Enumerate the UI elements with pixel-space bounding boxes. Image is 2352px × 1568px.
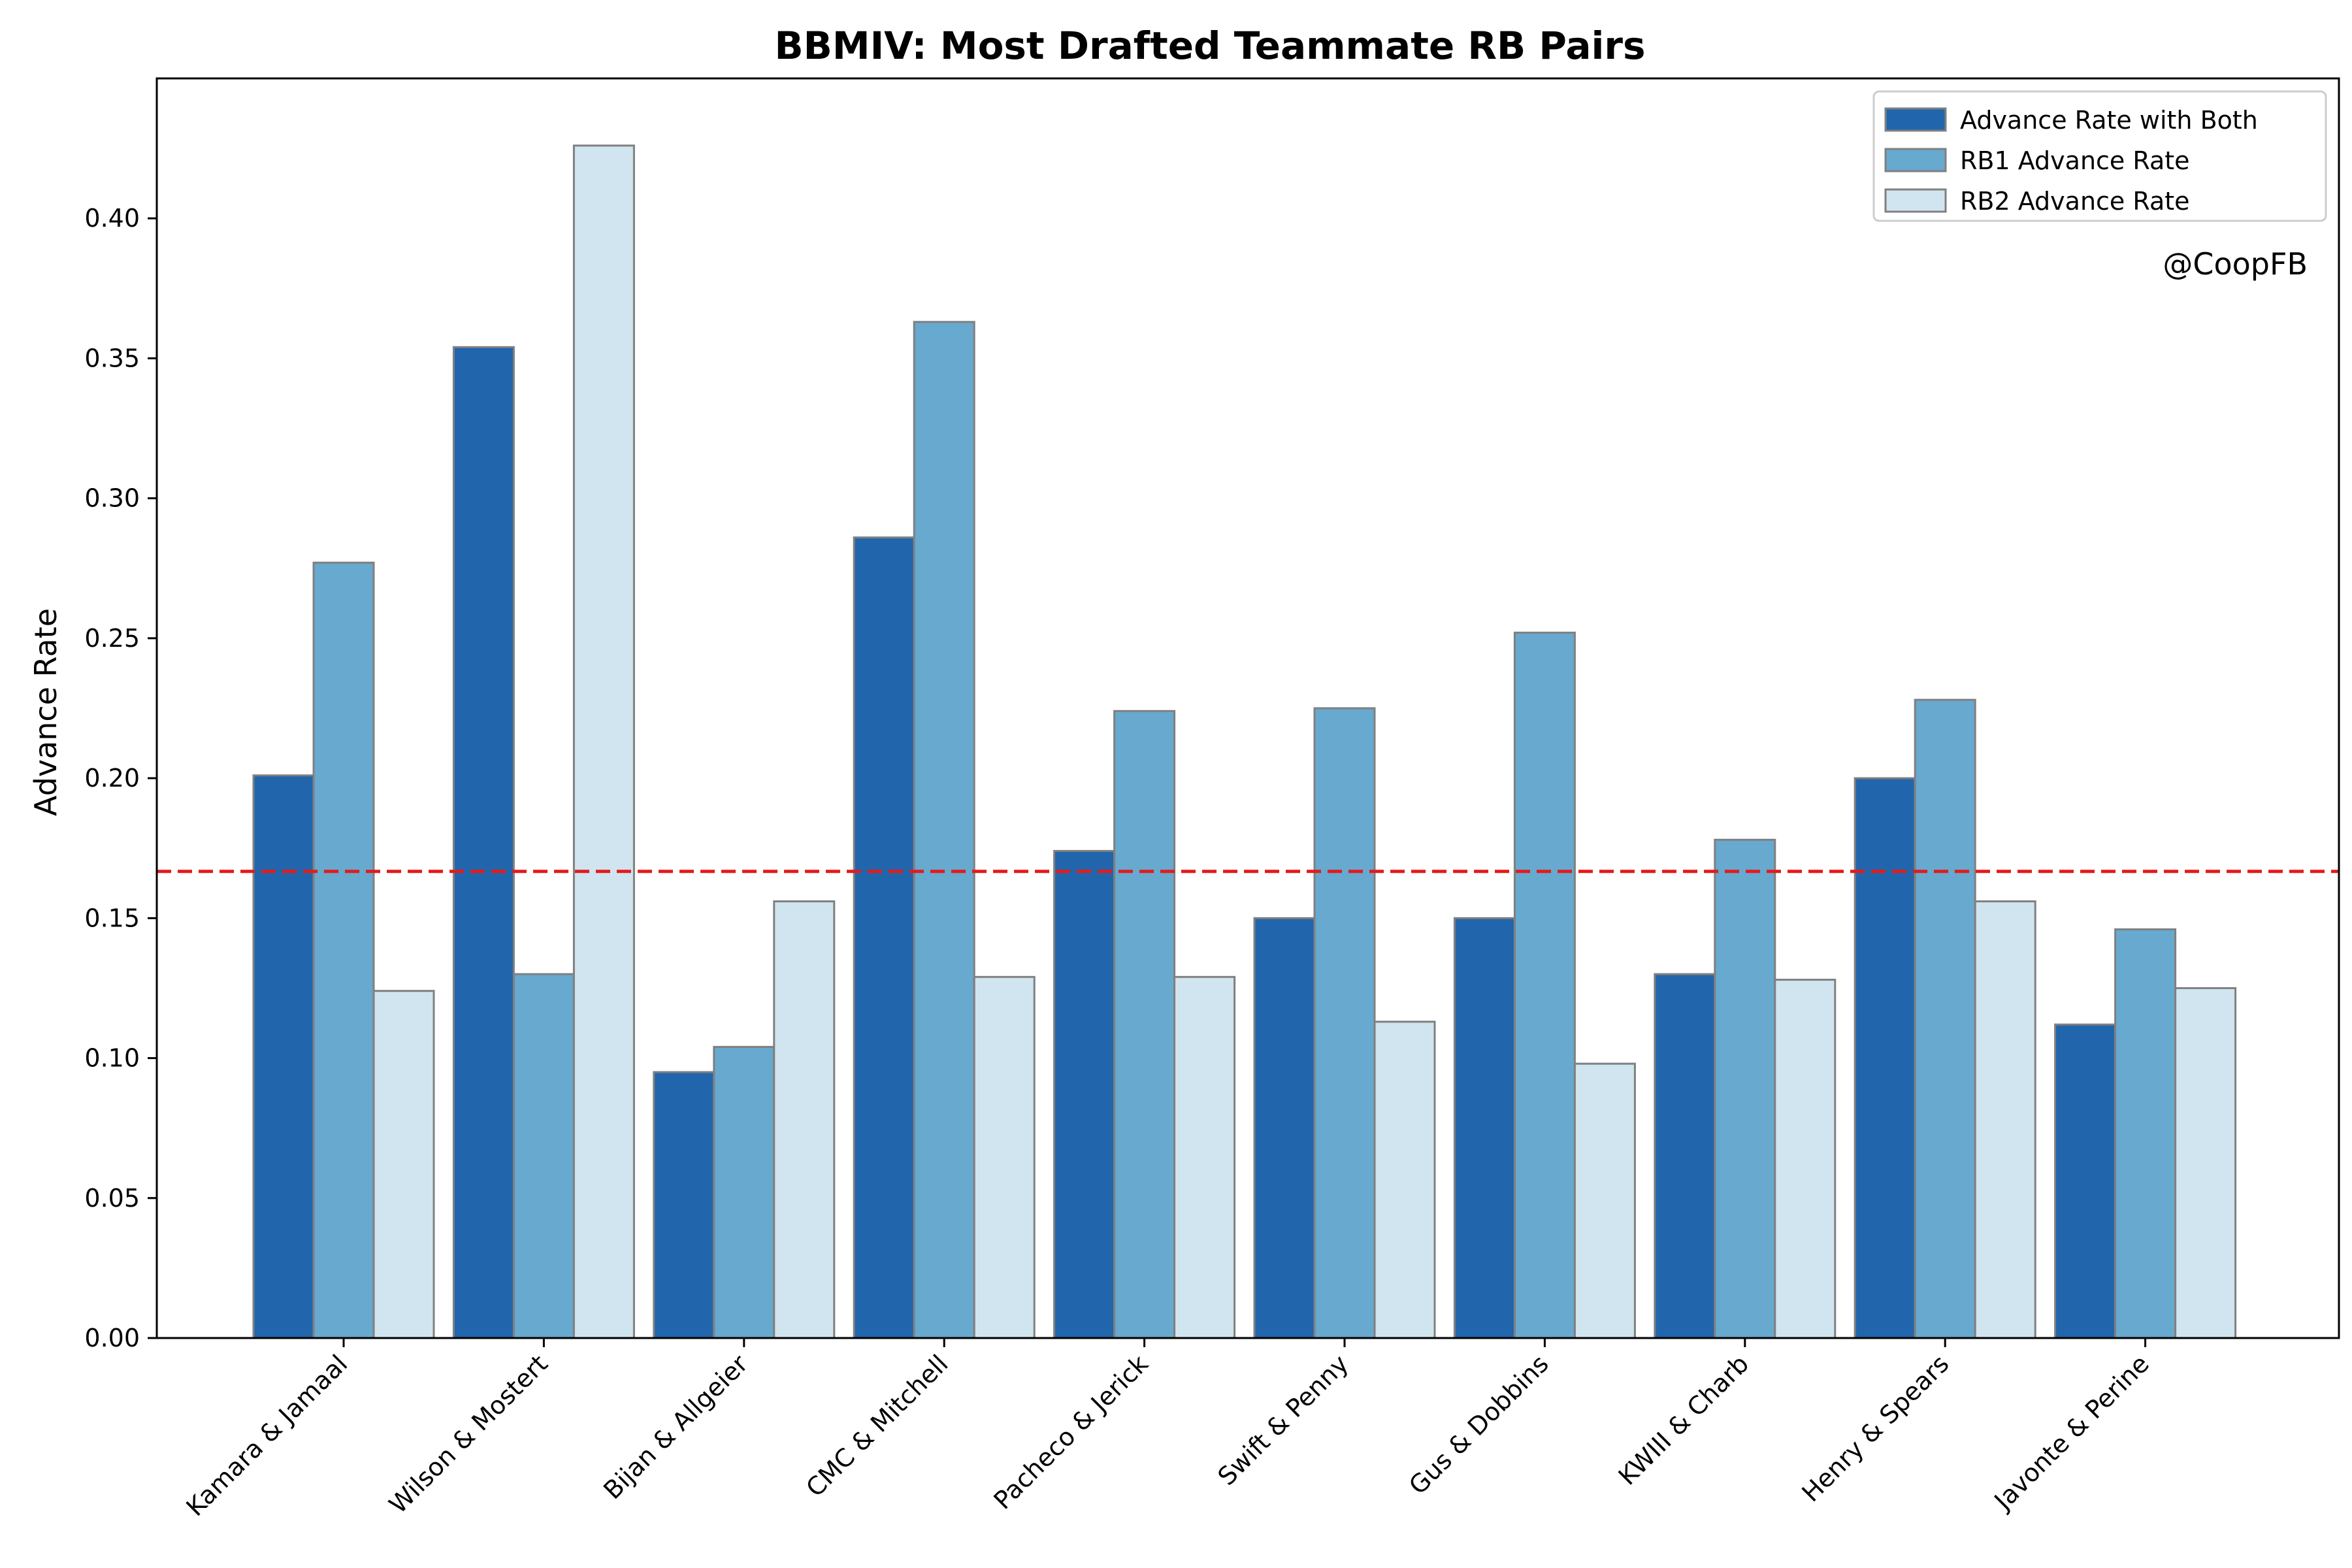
bar-1-7 bbox=[1453, 917, 1516, 1339]
y-tick-label-8: 0.35 bbox=[84, 344, 140, 372]
x-tick-label-4: CMC & Mitchell bbox=[800, 1349, 953, 1502]
x-tick-label-7: Gus & Dobbins bbox=[1403, 1349, 1554, 1500]
x-ticks-group: Kamara & Jamaal Wilson & Mostert Bijan & A… bbox=[180, 1338, 2155, 1522]
bar-1-5 bbox=[1053, 850, 1116, 1339]
chart-title: BBMIV: Most Drafted Teammate RB Pairs bbox=[774, 24, 1645, 68]
x-tick-label-9: Henry & Spears bbox=[1797, 1349, 1955, 1507]
bar-1-4 bbox=[853, 536, 915, 1339]
bar-2-6 bbox=[1313, 707, 1376, 1339]
bar-1-10 bbox=[2054, 1023, 2117, 1339]
y-tick-label-6: 0.25 bbox=[84, 624, 140, 653]
y-tick-label-5: 0.20 bbox=[84, 764, 140, 792]
bar-1-8 bbox=[1654, 973, 1716, 1339]
legend-box bbox=[1872, 90, 2327, 222]
bar-3-9 bbox=[1974, 900, 2036, 1339]
bar-1-3 bbox=[653, 1071, 715, 1339]
x-tick-label-6: Swift & Penny bbox=[1212, 1349, 1354, 1491]
x-tick-label-8: KWIII & Charb bbox=[1613, 1349, 1755, 1491]
bar-3-10 bbox=[2174, 987, 2237, 1339]
bar-2-5 bbox=[1113, 710, 1176, 1339]
x-tick-label-10: Javonte & Perine bbox=[1988, 1349, 2155, 1516]
y-tick-label-9: 0.40 bbox=[84, 204, 140, 233]
bar-1-6 bbox=[1253, 917, 1316, 1339]
legend-swatch-3 bbox=[1884, 188, 1947, 213]
bar-3-3 bbox=[773, 900, 836, 1339]
legend-swatch-2 bbox=[1884, 148, 1947, 172]
bar-3-7 bbox=[1573, 1062, 1636, 1339]
y-tick-label-2: 0.05 bbox=[84, 1184, 140, 1213]
bar-1-9 bbox=[1854, 777, 1916, 1339]
watermark-annotation: @CoopFB bbox=[2163, 246, 2308, 282]
bar-1-1 bbox=[252, 774, 315, 1339]
y-tick-label-4: 0.15 bbox=[84, 904, 140, 932]
y-tick-label-1: 0.00 bbox=[84, 1324, 140, 1352]
y-ticks-group: 0.00 0.05 0.10 0.15 0.20 0.25 0.30 0.35 0.40 bbox=[84, 204, 157, 1352]
plot-frame bbox=[155, 77, 2340, 1339]
bar-3-2 bbox=[572, 144, 635, 1339]
bar-2-4 bbox=[913, 321, 975, 1339]
bar-2-9 bbox=[1914, 698, 1976, 1339]
bar-3-1 bbox=[372, 990, 435, 1339]
bar-3-6 bbox=[1373, 1021, 1436, 1339]
bar-2-1 bbox=[312, 561, 375, 1339]
bar-2-10 bbox=[2114, 928, 2177, 1339]
bar-2-2 bbox=[512, 973, 575, 1339]
legend: Advance Rate with Both RB1 Advance Rate RB… bbox=[1872, 90, 2327, 222]
bars-group bbox=[252, 144, 2237, 1339]
y-tick-label-3: 0.10 bbox=[84, 1044, 140, 1073]
legend-swatch-1 bbox=[1884, 107, 1947, 132]
legend-label-3: RB2 Advance Rate bbox=[1960, 187, 2190, 216]
y-tick-label-7: 0.30 bbox=[84, 484, 140, 513]
x-tick-label-3: Bijan & Allgeier bbox=[598, 1349, 753, 1505]
x-tick-label-1: Kamara & Jamaal bbox=[180, 1349, 353, 1522]
bar-3-8 bbox=[1774, 979, 1837, 1339]
bar-2-8 bbox=[1714, 838, 1776, 1339]
bar-3-5 bbox=[1173, 975, 1236, 1339]
bar-2-7 bbox=[1513, 631, 1576, 1339]
bar-2-3 bbox=[713, 1045, 776, 1339]
y-axis-label: Advance Rate bbox=[28, 608, 63, 816]
bar-3-4 bbox=[973, 975, 1036, 1339]
x-tick-label-2: Wilson & Mostert bbox=[384, 1349, 553, 1519]
legend-label-2: RB1 Advance Rate bbox=[1960, 146, 2190, 175]
legend-label-1: Advance Rate with Both bbox=[1960, 106, 2258, 135]
bar-1-2 bbox=[452, 346, 515, 1339]
x-tick-label-5: Pacheco & Jerick bbox=[988, 1349, 1153, 1514]
